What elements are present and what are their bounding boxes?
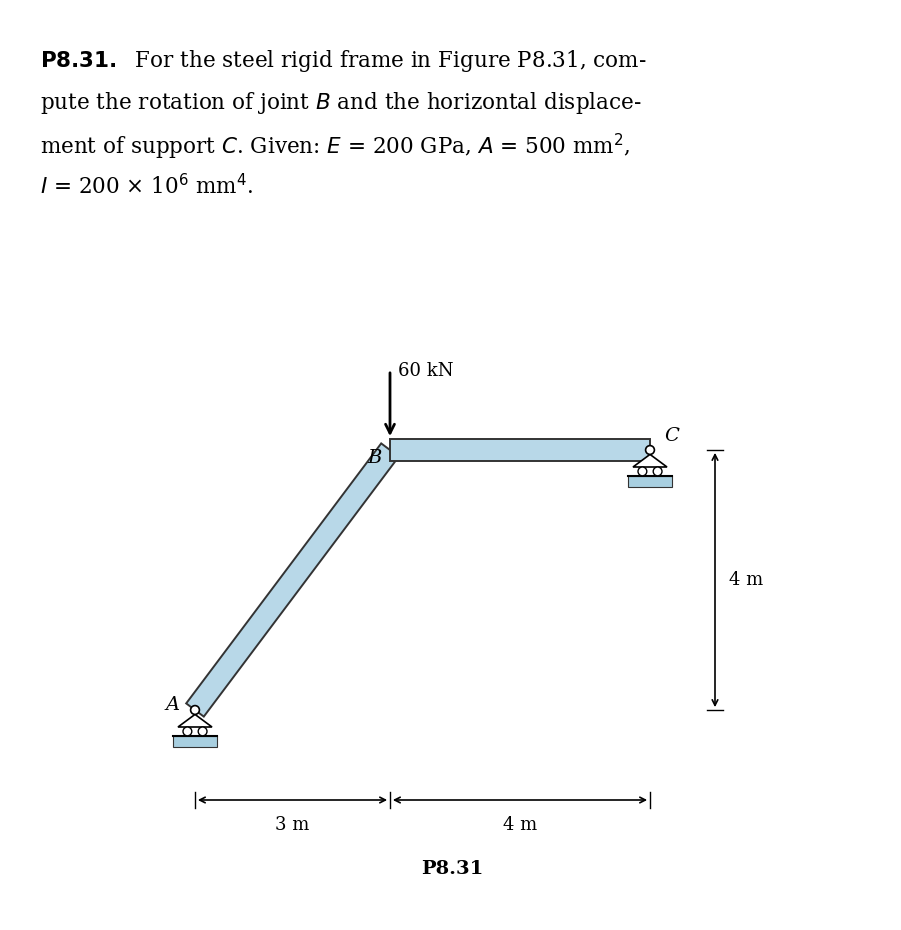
- Circle shape: [653, 467, 662, 476]
- Text: 3 m: 3 m: [276, 816, 310, 834]
- Polygon shape: [178, 714, 212, 727]
- Text: ment of support $C$. Given: $E$ = 200 GPa, $A$ = 500 mm$^2$,: ment of support $C$. Given: $E$ = 200 GP…: [40, 132, 630, 162]
- Polygon shape: [390, 439, 650, 461]
- Circle shape: [646, 445, 654, 455]
- Polygon shape: [187, 444, 399, 717]
- Text: $I$ = 200 × 10$^6$ mm$^4$.: $I$ = 200 × 10$^6$ mm$^4$.: [40, 174, 253, 199]
- Text: C: C: [665, 427, 679, 445]
- Circle shape: [638, 467, 647, 476]
- Text: pute the rotation of joint $B$ and the horizontal displace-: pute the rotation of joint $B$ and the h…: [40, 90, 642, 116]
- Text: P8.31: P8.31: [422, 860, 484, 878]
- Polygon shape: [633, 455, 667, 467]
- Text: 60 kN: 60 kN: [398, 362, 453, 380]
- Text: A: A: [166, 696, 180, 714]
- Circle shape: [198, 727, 207, 736]
- Text: 4 m: 4 m: [503, 816, 537, 834]
- Text: $\bf{P8.31.}$  For the steel rigid frame in Figure P8.31, com-: $\bf{P8.31.}$ For the steel rigid frame …: [40, 48, 647, 74]
- Bar: [173, 736, 217, 747]
- Circle shape: [191, 706, 199, 714]
- Text: B: B: [367, 449, 381, 467]
- Text: 4 m: 4 m: [729, 571, 763, 589]
- Circle shape: [183, 727, 192, 736]
- Bar: [628, 476, 672, 486]
